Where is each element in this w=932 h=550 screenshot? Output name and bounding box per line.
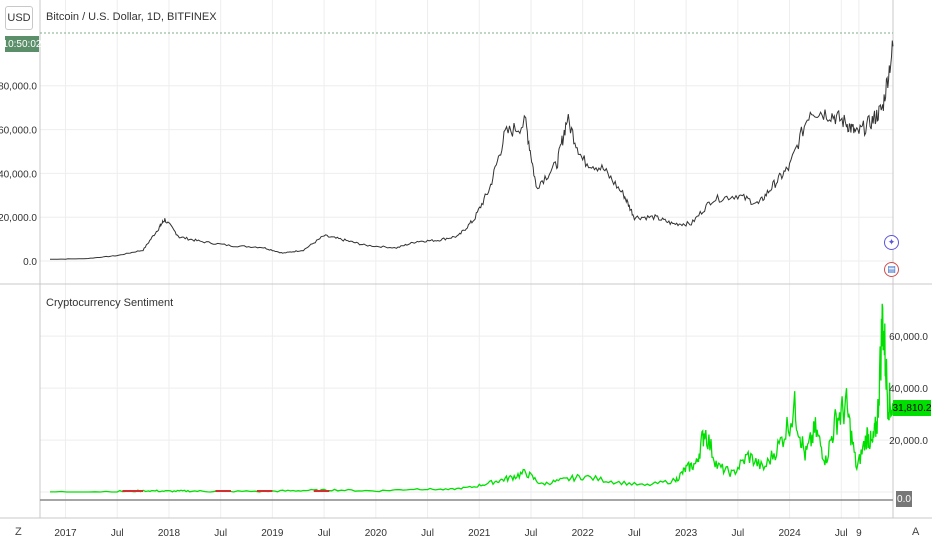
- flag-icon[interactable]: ▤: [884, 262, 899, 277]
- sentiment-tick-label: 20,000.0: [889, 436, 928, 447]
- sentiment-tick-label: 60,000.0: [889, 332, 928, 343]
- time-tick-label: 2021: [468, 528, 491, 539]
- time-tick-label: Jul: [731, 528, 744, 539]
- grid-lines: [40, 0, 893, 518]
- time-tick-label: 2022: [572, 528, 595, 539]
- price-tick-label: 60,000.0: [0, 126, 37, 137]
- sentiment-tick-label: 40,000.0: [889, 384, 928, 395]
- time-tick-label: Jul: [214, 528, 227, 539]
- event-icon[interactable]: ✦: [884, 235, 899, 250]
- time-tick-label: 2018: [158, 528, 181, 539]
- time-axis-ticks: 2017 Jul 2018 Jul 2019 Jul 2020 Jul 2021 Jul 2022 J…: [54, 528, 862, 539]
- time-tick-label: 2017: [54, 528, 77, 539]
- time-tick-label: 9: [856, 528, 862, 539]
- time-tick-label: Jul: [318, 528, 331, 539]
- currency-button[interactable]: USD: [5, 6, 33, 30]
- countdown-badge: 10:50:02: [3, 36, 41, 52]
- symbol-title: Bitcoin / U.S. Dollar, 1D, BITFINEX: [46, 11, 217, 23]
- time-tick-label: 2020: [365, 528, 388, 539]
- sentiment-line: [50, 303, 894, 493]
- price-tick-label: 40,000.0: [0, 169, 37, 180]
- price-line: [49, 40, 894, 260]
- time-tick-label: Jul: [111, 528, 124, 539]
- indicator-zero-badge: 0.0: [896, 491, 912, 507]
- auto-scale-button[interactable]: A: [912, 526, 920, 538]
- price-tick-label: 20,000.0: [0, 213, 37, 224]
- time-tick-label: 2024: [778, 528, 801, 539]
- time-tick-label: Jul: [628, 528, 641, 539]
- sentiment-series: [50, 303, 894, 493]
- indicator-last-value-badge: 31,810.2: [893, 400, 931, 416]
- price-tick-label: 0.0: [23, 257, 37, 268]
- time-tick-label: Jul: [421, 528, 434, 539]
- time-tick-label: Jul: [525, 528, 538, 539]
- sentiment-axis-ticks: 20,000.0 40,000.0 60,000.0: [889, 332, 928, 447]
- price-axis-ticks: 0.0 20,000.0 40,000.0 60,000.0 80,000.0: [0, 82, 37, 268]
- price-tick-label: 80,000.0: [0, 82, 37, 93]
- time-tick-label: 2023: [675, 528, 698, 539]
- price-series: [49, 40, 894, 260]
- timezone-button[interactable]: Z: [15, 526, 22, 538]
- time-tick-label: 2019: [261, 528, 284, 539]
- indicator-title[interactable]: Cryptocurrency Sentiment: [46, 297, 174, 309]
- time-tick-label: Jul: [835, 528, 848, 539]
